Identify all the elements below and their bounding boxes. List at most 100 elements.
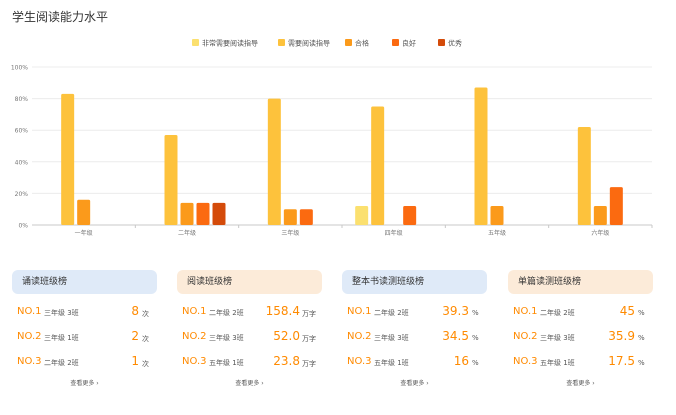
class-name: 五年级 1班 <box>209 359 244 367</box>
class-name: 三年级 3班 <box>540 334 575 342</box>
class-name: 三年级 1班 <box>44 334 79 342</box>
bar <box>474 87 488 225</box>
table-row: NO.2 三年级 3班 35.9 % <box>508 329 653 347</box>
table-row: NO.3 五年级 1班 17.5 % <box>508 354 653 372</box>
table-row: NO.3 二年级 2班 1 次 <box>12 354 157 372</box>
bar <box>267 98 281 225</box>
legend-swatch <box>392 39 399 46</box>
class-name: 三年级 3班 <box>374 334 409 342</box>
rank-label: NO.2 <box>17 331 42 342</box>
row-unit: % <box>638 359 645 367</box>
bar <box>299 209 313 225</box>
panel-title: 整本书读测班级榜 <box>342 270 487 294</box>
row-unit: % <box>472 334 479 342</box>
legend-label: 优秀 <box>448 39 462 48</box>
row-value: 23.8 <box>273 354 300 368</box>
bar <box>283 209 297 225</box>
table-row: NO.2 三年级 3班 34.5 % <box>342 329 487 347</box>
rank-label: NO.2 <box>182 331 207 342</box>
reading-level-chart: 非常需要阅读指导 需要阅读指导 合格 良好 优秀 0% 20% 40% 60% 80% 100% 一年… <box>11 39 653 237</box>
leaderboard-recitation: 诵读班级榜 NO.1 三年级 3班 8 次 NO.2 三年级 1班 2 次 NO… <box>12 270 157 410</box>
table-row: NO.2 三年级 3班 52.0 万字 <box>177 329 322 347</box>
rank-label: NO.2 <box>513 331 538 342</box>
rank-label: NO.3 <box>347 356 372 367</box>
y-tick-label: 20% <box>15 191 29 198</box>
table-row: NO.1 二年级 2班 39.3 % <box>342 304 487 322</box>
rank-label: NO.2 <box>347 331 372 342</box>
row-value: 35.9 <box>608 329 635 343</box>
view-more-link[interactable]: 查看更多 › <box>70 380 99 387</box>
bar <box>61 93 75 225</box>
view-more-link[interactable]: 查看更多 › <box>400 380 429 387</box>
leaderboard-panels: 诵读班级榜 NO.1 三年级 3班 8 次 NO.2 三年级 1班 2 次 NO… <box>12 270 662 410</box>
legend-swatch <box>278 39 285 46</box>
row-value: 2 <box>131 329 139 343</box>
leaderboard-article-test: 单篇读测班级榜 NO.1 二年级 2班 45 % NO.2 三年级 3班 35.… <box>508 270 653 410</box>
x-tick-label: 二年级 <box>178 229 196 237</box>
legend-label: 非常需要阅读指导 <box>202 39 258 48</box>
rank-label: NO.3 <box>17 356 42 367</box>
rank-label: NO.1 <box>17 306 42 317</box>
table-row: NO.1 二年级 2班 45 % <box>508 304 653 322</box>
row-value: 8 <box>131 304 139 318</box>
x-tick-label: 一年级 <box>75 229 93 237</box>
legend-swatch <box>438 39 445 46</box>
bar <box>180 202 194 225</box>
row-unit: 万字 <box>302 335 316 343</box>
class-name: 二年级 2班 <box>44 359 79 367</box>
class-name: 五年级 1班 <box>540 359 575 367</box>
row-unit: % <box>638 309 645 317</box>
row-value: 45 <box>619 304 635 318</box>
y-tick-label: 0% <box>18 223 28 230</box>
row-value: 17.5 <box>608 354 635 368</box>
row-unit: 万字 <box>302 360 316 368</box>
table-row: NO.1 二年级 2班 158.4 万字 <box>177 304 322 322</box>
view-more-link[interactable]: 查看更多 › <box>566 380 595 387</box>
view-more-link[interactable]: 查看更多 › <box>235 380 264 387</box>
bar <box>577 127 591 225</box>
class-name: 二年级 2班 <box>209 309 244 317</box>
y-tick-label: 100% <box>11 65 28 72</box>
bar <box>77 199 91 225</box>
bar <box>403 206 417 225</box>
x-tick-label: 四年级 <box>385 229 403 237</box>
legend-label: 合格 <box>355 39 369 48</box>
page-title: 学生阅读能力水平 <box>12 10 109 24</box>
legend-label: 需要阅读指导 <box>288 39 330 48</box>
y-tick-label: 40% <box>15 159 29 166</box>
row-value: 16 <box>453 354 469 368</box>
table-row: NO.2 三年级 1班 2 次 <box>12 329 157 347</box>
class-name: 三年级 3班 <box>209 334 244 342</box>
row-unit: 万字 <box>302 310 316 318</box>
table-row: NO.3 五年级 1班 16 % <box>342 354 487 372</box>
bar <box>609 187 623 225</box>
class-name: 三年级 3班 <box>44 309 79 317</box>
row-value: 1 <box>131 354 139 368</box>
row-unit: % <box>472 309 479 317</box>
bar <box>490 206 504 225</box>
table-row: NO.3 五年级 1班 23.8 万字 <box>177 354 322 372</box>
legend-swatch <box>345 39 352 46</box>
legend-label: 良好 <box>402 39 416 48</box>
row-value: 39.3 <box>442 304 469 318</box>
row-value: 158.4 <box>265 304 300 318</box>
row-unit: 次 <box>142 360 149 368</box>
bar <box>196 202 210 225</box>
row-value: 34.5 <box>442 329 469 343</box>
row-unit: 次 <box>142 335 149 343</box>
rank-label: NO.1 <box>347 306 372 317</box>
x-tick-label: 五年级 <box>488 229 506 237</box>
table-row: NO.1 三年级 3班 8 次 <box>12 304 157 322</box>
rank-label: NO.1 <box>513 306 538 317</box>
x-tick-label: 三年级 <box>281 229 299 237</box>
row-unit: 次 <box>142 310 149 318</box>
class-name: 二年级 2班 <box>374 309 409 317</box>
y-tick-label: 60% <box>15 128 29 135</box>
rank-label: NO.1 <box>182 306 207 317</box>
row-value: 52.0 <box>273 329 300 343</box>
row-unit: % <box>638 334 645 342</box>
row-unit: % <box>472 359 479 367</box>
bar <box>164 134 178 225</box>
bar <box>355 206 369 225</box>
class-name: 二年级 2班 <box>540 309 575 317</box>
